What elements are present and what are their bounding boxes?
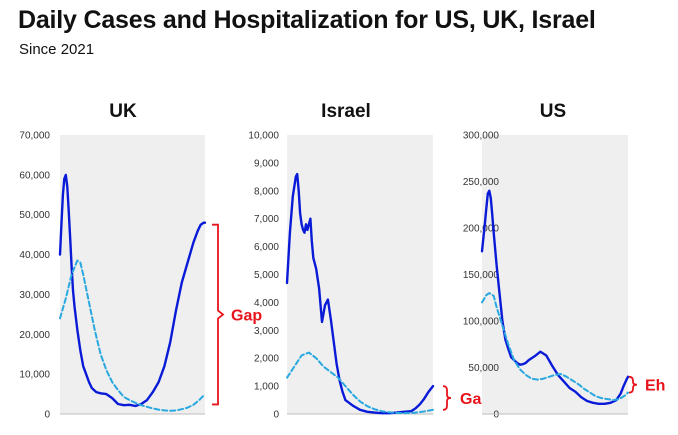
israel-y-tick-label: 9,000 xyxy=(254,158,279,169)
israel-y-tick-label: 7,000 xyxy=(254,214,279,225)
us-annotation-bracket xyxy=(628,375,638,394)
uk-hospitalizations-line xyxy=(59,259,206,412)
uk-cases-line xyxy=(58,173,207,408)
chart-title: Daily Cases and Hospitalization for US, … xyxy=(18,6,596,34)
israel-y-tick-label: 10,000 xyxy=(248,131,279,142)
us-hospitalizations-line xyxy=(481,292,629,402)
us-y-tick-label: 200,000 xyxy=(463,224,500,235)
us-y-tick-label: 300,000 xyxy=(463,131,500,142)
israel-y-tick-label: 5,000 xyxy=(254,270,279,281)
us-y-tick-label: 0 xyxy=(493,410,499,421)
israel-y-tick-label: 4,000 xyxy=(254,298,279,309)
israel-y-tick-label: 6,000 xyxy=(254,242,279,253)
us-y-tick-label: 100,000 xyxy=(463,317,500,328)
israel-y-tick-label: 0 xyxy=(273,410,279,421)
us-cases-line xyxy=(480,189,630,405)
us-plot-area xyxy=(482,135,628,414)
uk-y-tick-label: 40,000 xyxy=(19,250,50,261)
us-y-tick-label: 150,000 xyxy=(463,270,500,281)
uk-annotation-label: Gap xyxy=(231,308,262,325)
us-annotation-label: Eh xyxy=(645,378,665,395)
uk-annotation-bracket xyxy=(212,223,225,406)
uk-y-tick-label: 50,000 xyxy=(19,210,50,221)
uk-panel-title: UK xyxy=(109,101,137,122)
israel-panel-title: Israel xyxy=(321,101,371,122)
us-y-tick-label: 250,000 xyxy=(463,177,500,188)
uk-y-tick-label: 30,000 xyxy=(19,290,50,301)
israel-annotation-bracket xyxy=(442,385,452,411)
us-y-tick-label: 50,000 xyxy=(468,363,499,374)
israel-plot-area xyxy=(287,135,433,414)
israel-hospitalizations-line xyxy=(286,351,434,415)
us-panel-title: US xyxy=(540,101,566,122)
uk-y-tick-label: 0 xyxy=(44,410,50,421)
uk-y-tick-label: 10,000 xyxy=(19,370,50,381)
israel-y-tick-label: 3,000 xyxy=(254,326,279,337)
uk-y-tick-label: 60,000 xyxy=(19,170,50,181)
uk-y-tick-label: 20,000 xyxy=(19,330,50,341)
israel-y-tick-label: 1,000 xyxy=(254,382,279,393)
chart-subtitle: Since 2021 xyxy=(19,41,95,58)
israel-y-tick-label: 8,000 xyxy=(254,186,279,197)
uk-y-tick-label: 70,000 xyxy=(19,131,50,142)
israel-y-tick-label: 2,000 xyxy=(254,354,279,365)
